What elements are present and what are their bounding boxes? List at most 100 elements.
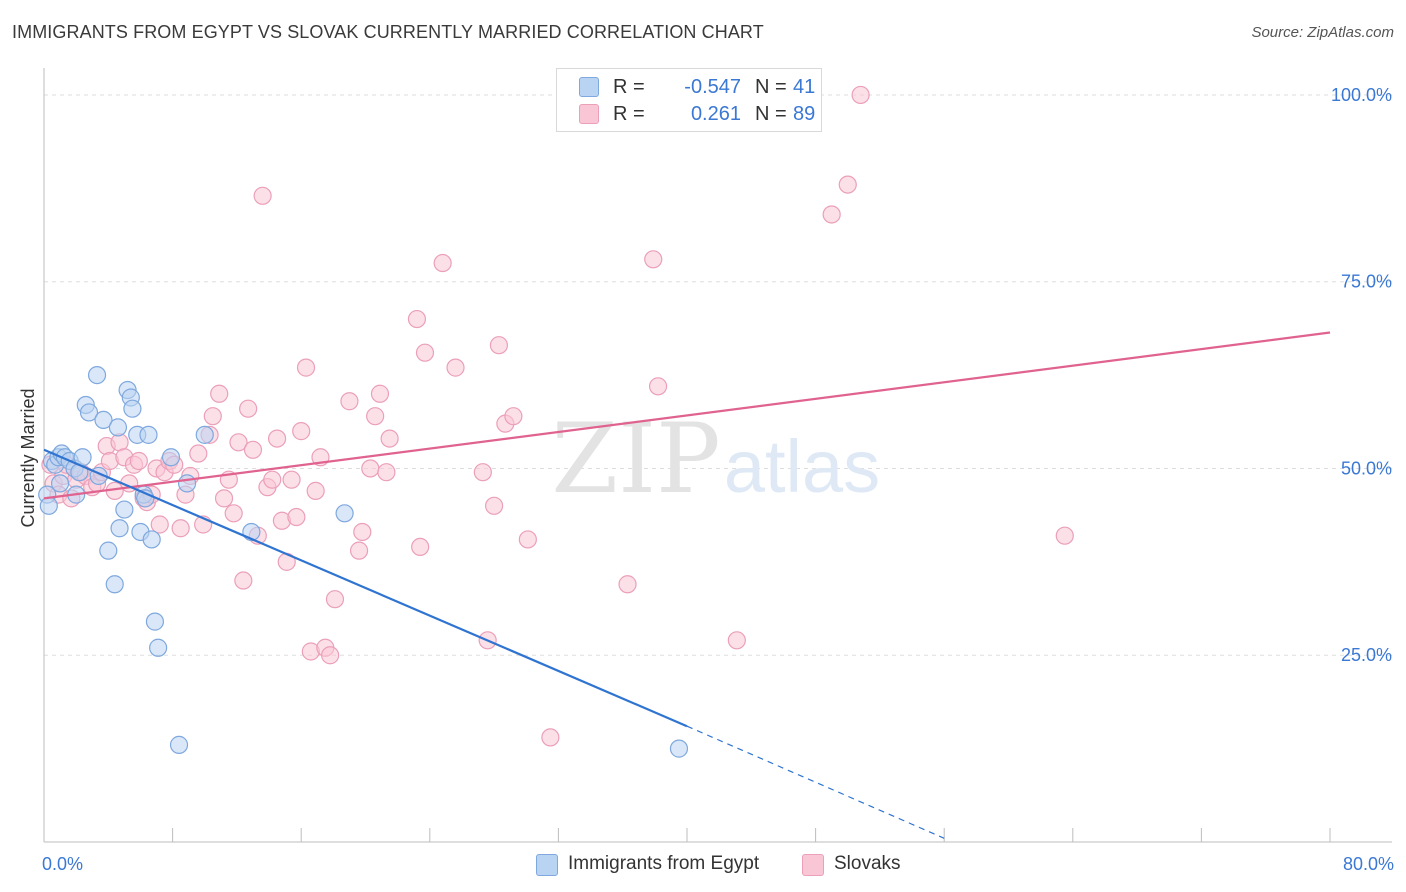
slovak-point [370, 384, 390, 403]
slovak-point [321, 646, 340, 665]
slovak-point [851, 85, 870, 105]
egypt-point [195, 425, 214, 444]
egypt-point [70, 463, 89, 482]
slovak-point [150, 515, 169, 534]
egypt-points [38, 365, 689, 758]
slovak-point [727, 631, 746, 650]
slovak-point [325, 590, 345, 609]
chart-title: IMMIGRANTS FROM EGYPT VS SLOVAK CURRENTL… [12, 22, 764, 42]
source-label: Source: ZipAtlas.com [1251, 24, 1394, 41]
slovak-point [253, 186, 272, 205]
egypt-point [149, 638, 168, 657]
slovak-point [210, 384, 229, 403]
slovak-point [340, 392, 359, 411]
slovak-point [411, 537, 430, 557]
slovak-point [648, 377, 668, 396]
legend-label-slovak: Slovaks [834, 853, 901, 874]
slovak-point [1055, 526, 1074, 545]
slovak-point [287, 507, 306, 527]
slovak-point [292, 422, 311, 441]
egypt-point [169, 735, 189, 754]
slovak-point [282, 470, 301, 489]
slovak-point [366, 407, 385, 426]
egypt-point [669, 739, 689, 758]
egypt-point [94, 410, 113, 430]
slovak-point [822, 205, 841, 224]
slovak-point [267, 429, 287, 448]
axes [43, 68, 1392, 843]
egypt-point [145, 612, 165, 631]
slovak-point [504, 407, 523, 426]
egypt-point [115, 500, 134, 519]
tick-labels: 25.0% 50.0% 75.0% 100.0% 0.0% 80.0% [42, 85, 1394, 874]
egypt-point [142, 530, 161, 549]
slovak-point [234, 571, 253, 590]
watermark-zip: ZIP [551, 403, 720, 515]
slovak-point [485, 496, 504, 515]
egypt-swatch [579, 77, 599, 97]
egypt-trend-extension [686, 725, 945, 839]
slovak-point [489, 336, 509, 355]
slovak-point [203, 407, 222, 426]
slovak-swatch [802, 854, 824, 876]
egypt-point [108, 418, 128, 437]
slovak-point [263, 470, 282, 489]
x-tick-label: 0.0% [42, 854, 83, 874]
y-tick-label: 50.0% [1341, 458, 1392, 478]
egypt-point [161, 448, 181, 467]
egypt-point [50, 474, 70, 493]
egypt-point [123, 399, 142, 418]
y-tick-label: 75.0% [1341, 272, 1392, 292]
r-value: -0.547 [684, 76, 741, 98]
egypt-swatch [536, 854, 558, 876]
r-value: 0.261 [690, 103, 741, 125]
slovak-point [415, 343, 435, 362]
n-value: 41 [793, 76, 816, 98]
slovak-point [377, 463, 396, 482]
slovak-point [214, 489, 234, 508]
slovak-point [446, 358, 465, 377]
slovak-point [224, 504, 243, 523]
slovak-point [361, 459, 380, 478]
egypt-point [335, 504, 354, 523]
trend-lines [43, 331, 1331, 839]
egypt-point [39, 496, 58, 515]
slovak-point [353, 522, 372, 542]
slovak-point [296, 358, 316, 377]
slovak-trend-line [43, 331, 1331, 500]
egypt-point [79, 403, 99, 422]
y-tick-label: 100.0% [1331, 85, 1392, 105]
slovak-swatch [579, 104, 599, 124]
egypt-trend-line [43, 448, 688, 728]
slovak-point [518, 530, 537, 549]
egypt-point [139, 425, 158, 444]
watermark: ZIP atlas [551, 403, 880, 515]
slovak-point [306, 481, 325, 500]
n-label: N = [755, 76, 787, 98]
slovak-point [189, 444, 208, 463]
slovak-point [473, 463, 492, 482]
egypt-point [99, 541, 118, 560]
n-label: N = [755, 103, 787, 125]
egypt-point [87, 365, 107, 385]
slovak-point [349, 541, 369, 560]
egypt-point [177, 474, 197, 493]
slovak-point [229, 433, 248, 452]
y-axis-label: Currently Married [18, 388, 38, 527]
slovak-point [407, 309, 427, 329]
slovak-point [618, 575, 637, 594]
egypt-point [105, 575, 124, 594]
r-label: R = [613, 76, 645, 98]
r-label: R = [613, 103, 645, 125]
slovak-point [243, 440, 263, 459]
slovak-point [129, 451, 148, 471]
y-tick-label: 25.0% [1341, 645, 1392, 665]
legend-label-egypt: Immigrants from Egypt [568, 853, 760, 874]
slovak-point [239, 399, 258, 418]
watermark-atlas: atlas [724, 425, 880, 508]
slovak-point [838, 175, 857, 194]
egypt-point [110, 519, 129, 538]
slovak-point [541, 728, 560, 747]
n-value: 89 [793, 103, 816, 125]
